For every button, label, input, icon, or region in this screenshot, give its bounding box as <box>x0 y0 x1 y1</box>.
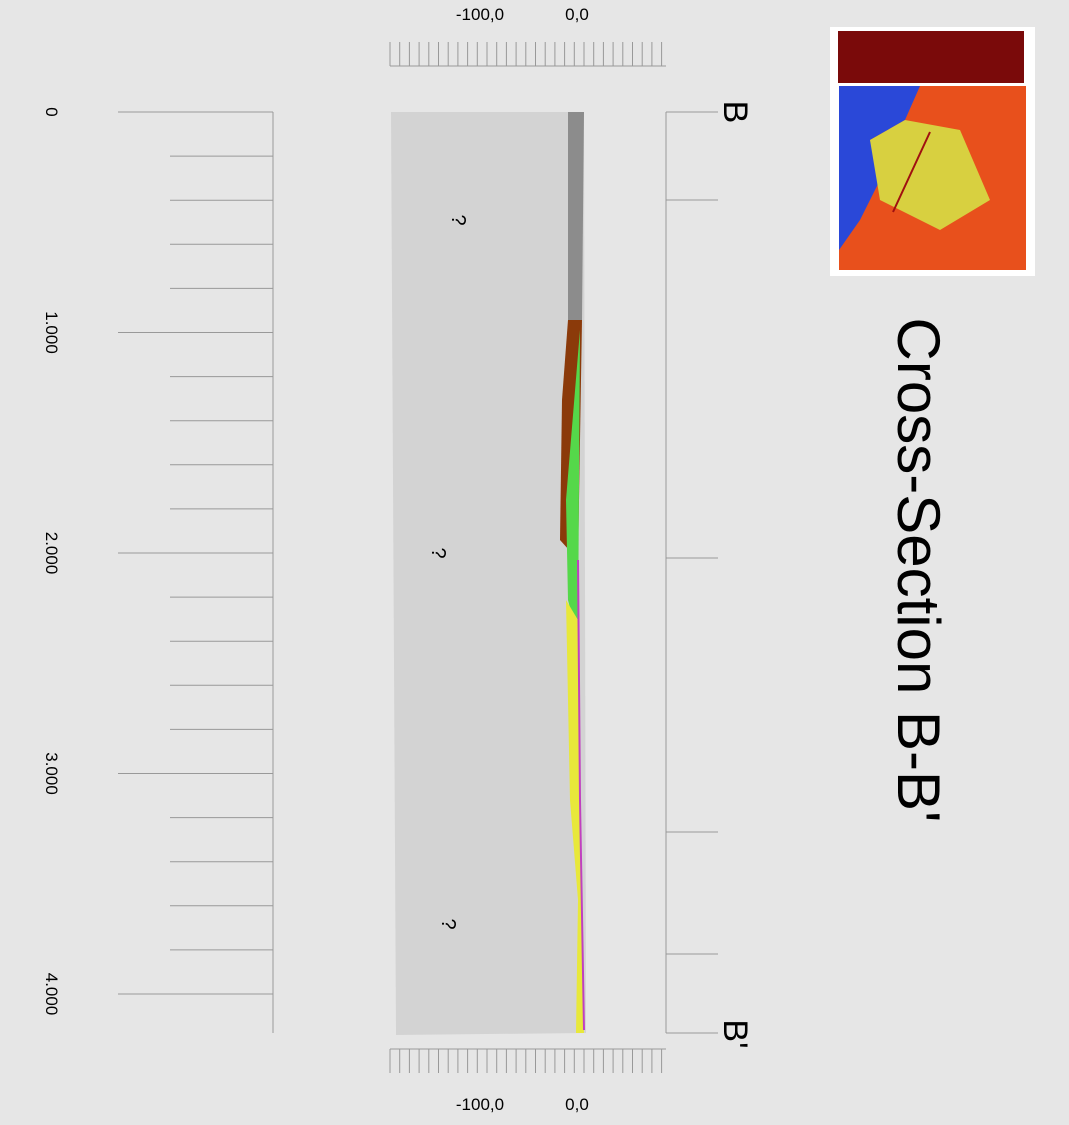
distance-label: 2.000 <box>42 532 61 575</box>
depth-rulers <box>389 42 666 1073</box>
title: Cross-Section B-B' <box>885 318 952 823</box>
right-scale <box>665 111 718 1034</box>
distance-axis: 0 1.000 2.000 3.000 4.000 <box>42 107 274 1033</box>
inset-water <box>839 86 920 250</box>
distance-label: 4.000 <box>42 973 61 1016</box>
layer-yellow <box>566 600 584 1033</box>
section-start: B <box>716 101 754 124</box>
inset-section-line <box>892 131 931 213</box>
depth-label: -100,0 <box>456 5 504 24</box>
unknown-mark: ? <box>427 547 449 558</box>
layer-green <box>566 330 580 640</box>
inset-map <box>830 27 1035 276</box>
section-end: B' <box>716 1019 754 1048</box>
layer-magenta <box>577 559 585 1031</box>
unknown-mark: ? <box>447 214 469 225</box>
layer-gray <box>568 112 584 320</box>
distance-label: 0 <box>42 107 61 116</box>
unknown-mark: ? <box>437 918 459 929</box>
depth-label: 0,0 <box>565 1095 589 1114</box>
inset-lowland <box>870 120 990 230</box>
distance-label: 1.000 <box>42 311 61 354</box>
depth-label: -100,0 <box>456 1095 504 1114</box>
depth-label: 0,0 <box>565 5 589 24</box>
distance-label: 3.000 <box>42 752 61 795</box>
section-body <box>391 112 586 1035</box>
inset-legend <box>838 31 1024 83</box>
